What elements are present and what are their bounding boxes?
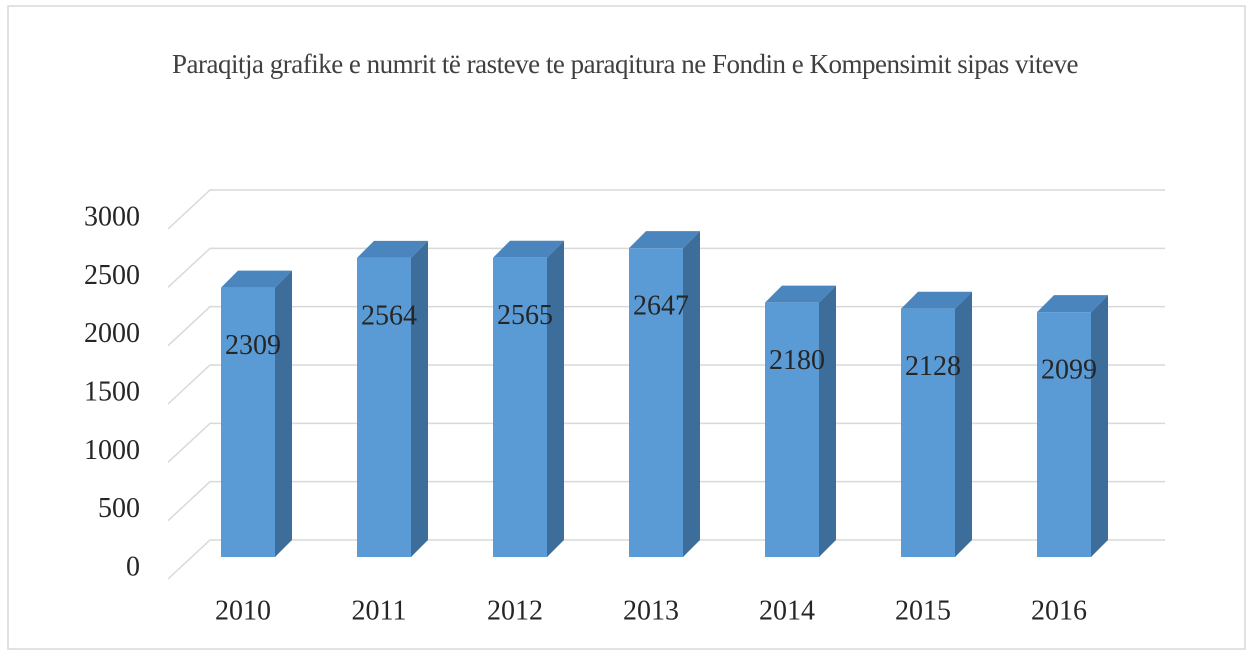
bar [221, 287, 275, 557]
bar-top [357, 240, 428, 258]
value-label: 2309 [225, 330, 281, 361]
grid-line [167, 305, 1165, 347]
grid-line [167, 422, 1165, 463]
x-tick-label: 2012 [487, 595, 543, 626]
bar [493, 257, 547, 557]
y-tick-label: 3000 [84, 201, 140, 232]
bar-top [493, 240, 564, 258]
value-label: 2180 [769, 345, 825, 376]
value-label: 2564 [361, 300, 417, 331]
grid-line [167, 247, 1165, 288]
bar-side [683, 231, 700, 557]
bar-top [629, 231, 700, 249]
y-tick-label: 500 [98, 493, 140, 524]
bar-side [955, 291, 972, 557]
grid-line [167, 364, 1165, 405]
chart-title: Paraqitja grafike e numrit të rasteve te… [172, 49, 1078, 79]
value-label: 2647 [633, 291, 689, 322]
bar-top [765, 285, 836, 303]
y-tick-label: 2500 [84, 260, 140, 291]
bar [629, 248, 683, 557]
bar-top [1037, 295, 1108, 313]
value-label: 2565 [497, 300, 553, 331]
bar [901, 308, 955, 557]
grid-line [167, 539, 1165, 580]
bar [765, 302, 819, 557]
value-label: 2099 [1041, 355, 1097, 386]
value-label: 2128 [905, 351, 961, 382]
x-tick-label: 2015 [895, 595, 951, 626]
bar-top [901, 291, 972, 309]
x-tick-label: 2014 [759, 595, 815, 626]
x-tick-label: 2016 [1031, 595, 1087, 626]
bar-side [547, 240, 564, 557]
bar-top [221, 270, 292, 288]
grid-line [167, 189, 1165, 230]
y-tick-label: 2000 [84, 318, 140, 349]
x-tick-label: 2011 [352, 595, 407, 626]
bar [1037, 312, 1091, 557]
y-tick-label: 0 [126, 551, 140, 582]
x-tick-label: 2010 [215, 595, 271, 626]
bar-side [275, 270, 292, 557]
bar [357, 257, 411, 557]
bar-side [411, 240, 428, 557]
bar-side [819, 285, 836, 557]
frame [7, 5, 1246, 650]
x-tick-label: 2013 [623, 595, 679, 626]
bar-side [1091, 295, 1108, 557]
grid-line [167, 480, 1165, 522]
y-tick-label: 1500 [84, 376, 140, 407]
y-tick-label: 1000 [84, 435, 140, 466]
